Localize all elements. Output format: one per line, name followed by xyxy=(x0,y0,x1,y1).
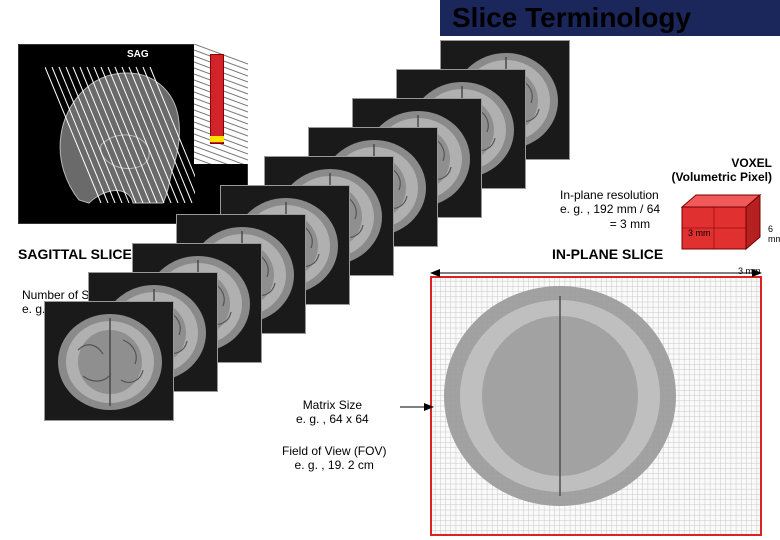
matrix-l1: Matrix Size xyxy=(296,398,369,412)
sag-label-a: A xyxy=(5,141,12,152)
fov-label: Field of View (FOV) e. g. , 19. 2 cm xyxy=(282,444,386,473)
inplane-res-l3: = 3 mm xyxy=(560,217,660,231)
matrix-label: Matrix Size e. g. , 64 x 64 xyxy=(296,398,369,427)
fov-l2: e. g. , 19. 2 cm xyxy=(282,458,386,472)
inplane-res-l1: In-plane resolution xyxy=(560,188,660,202)
title-bar-fill xyxy=(0,0,440,36)
voxel-title-l2: (Volumetric Pixel) xyxy=(642,170,772,184)
sag-label-top: SAG xyxy=(127,49,149,60)
inplane-res-l2: e. g. , 192 mm / 64 xyxy=(560,202,660,216)
matrix-arrow-icon xyxy=(398,402,434,412)
inplane-grid xyxy=(430,276,762,536)
voxel-dim-c: 6 mm xyxy=(768,224,780,244)
page-title: Slice Terminology xyxy=(452,2,691,34)
voxel-title-l1: VOXEL xyxy=(642,156,772,170)
voxel-dim-b: 3 mm xyxy=(738,266,761,276)
sagittal-heading: SAGITTAL SLICE xyxy=(18,246,132,263)
matrix-l2: e. g. , 64 x 64 xyxy=(296,412,369,426)
slice-thick-redbar xyxy=(210,54,224,144)
inplane-res-label: In-plane resolution e. g. , 192 mm / 64 … xyxy=(560,188,660,231)
fov-l1: Field of View (FOV) xyxy=(282,444,386,458)
sagittal-slice-lines xyxy=(45,63,195,213)
fov-arrow-icon xyxy=(430,268,762,278)
voxel-dim-a: 3 mm xyxy=(688,228,711,238)
voxel-cuboid xyxy=(668,195,768,265)
voxel-title: VOXEL (Volumetric Pixel) xyxy=(642,156,772,185)
inplane-heading: IN-PLANE SLICE xyxy=(552,246,663,263)
slice-thick-highlight xyxy=(210,136,224,142)
axial-slice xyxy=(44,301,174,421)
inplane-brain-icon xyxy=(430,276,690,516)
